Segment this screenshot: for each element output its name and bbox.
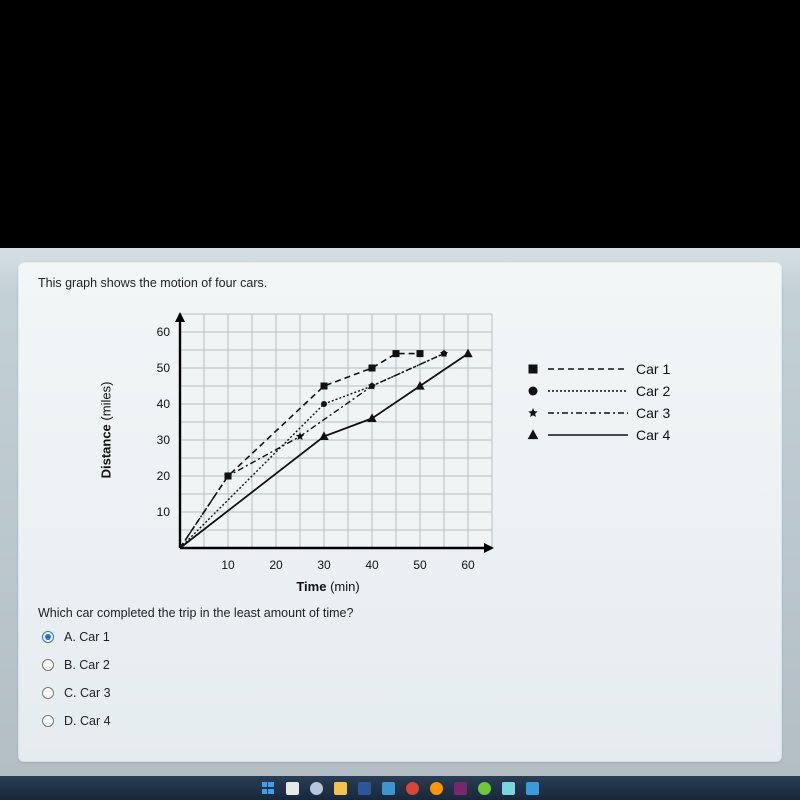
y-tick: 50 — [157, 361, 170, 375]
circle-icon — [526, 384, 540, 398]
note-icon[interactable] — [454, 782, 467, 795]
legend: Car 1 Car 2 Car 3 Car 4 — [526, 358, 670, 446]
legend-item: Car 1 — [526, 358, 670, 380]
settings-icon[interactable] — [526, 782, 539, 795]
y-axis-title: Distance (miles) — [99, 382, 114, 479]
x-tick: 30 — [317, 558, 330, 572]
y-tick: 10 — [157, 505, 170, 519]
legend-item: Car 2 — [526, 380, 670, 402]
radio-icon — [42, 659, 54, 671]
y-axis-units: (miles) — [99, 382, 114, 421]
legend-line — [548, 429, 628, 441]
x-axis-title: Time (min) — [296, 579, 359, 594]
y-tick: 40 — [157, 397, 170, 411]
option-label: D. Car 4 — [64, 714, 111, 728]
snip-icon[interactable] — [502, 782, 515, 795]
legend-line — [548, 363, 628, 375]
windows-icon[interactable] — [262, 782, 275, 795]
radio-icon — [42, 631, 54, 643]
search-icon[interactable] — [286, 782, 299, 795]
question-card: This graph shows the motion of four cars… — [18, 262, 782, 762]
legend-label: Car 2 — [636, 383, 670, 399]
xbox-icon[interactable] — [478, 782, 491, 795]
y-tick: 30 — [157, 433, 170, 447]
x-tick: 20 — [269, 558, 282, 572]
chart-stage: Distance (miles) 102030405060 1020304050… — [148, 300, 508, 560]
prompt-text: This graph shows the motion of four cars… — [38, 276, 764, 290]
firefox-icon[interactable] — [430, 782, 443, 795]
y-tick: 60 — [157, 325, 170, 339]
black-letterbox — [0, 0, 800, 248]
radio-icon — [42, 715, 54, 727]
taskbar — [0, 776, 800, 800]
x-tick: 40 — [365, 558, 378, 572]
x-tick: 10 — [221, 558, 234, 572]
legend-item: Car 4 — [526, 424, 670, 446]
cortana-icon[interactable] — [310, 782, 323, 795]
option-a[interactable]: A. Car 1 — [42, 630, 764, 644]
x-axis-units: (min) — [330, 579, 360, 594]
option-c[interactable]: C. Car 3 — [42, 686, 764, 700]
star-icon — [526, 406, 540, 420]
folder-icon[interactable] — [334, 782, 347, 795]
option-label: A. Car 1 — [64, 630, 110, 644]
legend-line — [548, 385, 628, 397]
triangle-icon — [526, 428, 540, 442]
legend-line — [548, 407, 628, 419]
radio-icon — [42, 687, 54, 699]
option-d[interactable]: D. Car 4 — [42, 714, 764, 728]
y-axis-label: Distance — [99, 424, 114, 478]
option-b[interactable]: B. Car 2 — [42, 658, 764, 672]
question-text: Which car completed the trip in the leas… — [38, 606, 764, 620]
x-tick: 50 — [413, 558, 426, 572]
option-label: B. Car 2 — [64, 658, 110, 672]
word-icon[interactable] — [358, 782, 371, 795]
line-chart — [148, 300, 508, 560]
legend-item: Car 3 — [526, 402, 670, 424]
monitor-area: This graph shows the motion of four cars… — [0, 248, 800, 800]
legend-label: Car 4 — [636, 427, 670, 443]
answer-options: A. Car 1 B. Car 2 C. Car 3 D. Car 4 — [42, 630, 764, 728]
chrome-icon[interactable] — [406, 782, 419, 795]
chart-and-legend: Distance (miles) 102030405060 1020304050… — [148, 300, 764, 560]
square-icon — [526, 362, 540, 376]
option-label: C. Car 3 — [64, 686, 111, 700]
calc-icon[interactable] — [382, 782, 395, 795]
legend-label: Car 3 — [636, 405, 670, 421]
x-axis-label: Time — [296, 579, 326, 594]
y-tick: 20 — [157, 469, 170, 483]
x-tick: 60 — [461, 558, 474, 572]
legend-label: Car 1 — [636, 361, 670, 377]
screen-root: This graph shows the motion of four cars… — [0, 0, 800, 800]
